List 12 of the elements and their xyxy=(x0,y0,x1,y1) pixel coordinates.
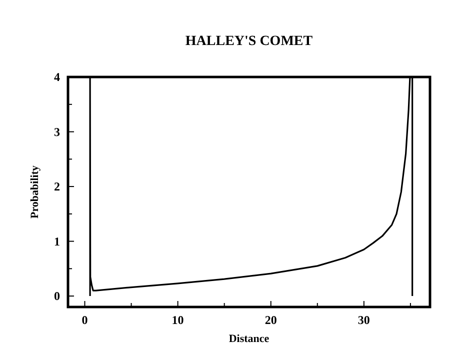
x-tick-label: 20 xyxy=(264,313,277,327)
x-axis-title: Distance xyxy=(228,333,270,345)
y-tick-label: 2 xyxy=(54,180,60,194)
x-tick-label: 10 xyxy=(172,313,184,327)
y-tick-label: 0 xyxy=(54,289,60,304)
x-tick-label: 30 xyxy=(358,313,370,327)
y-tick-label: 1 xyxy=(54,234,60,248)
chart-title: HALLEY'S COMET xyxy=(185,34,314,49)
y-axis-title: Probability xyxy=(29,165,41,218)
x-tick-label: 0 xyxy=(82,313,88,327)
y-tick-label: 4 xyxy=(54,70,60,84)
y-tick-label: 3 xyxy=(54,124,60,139)
